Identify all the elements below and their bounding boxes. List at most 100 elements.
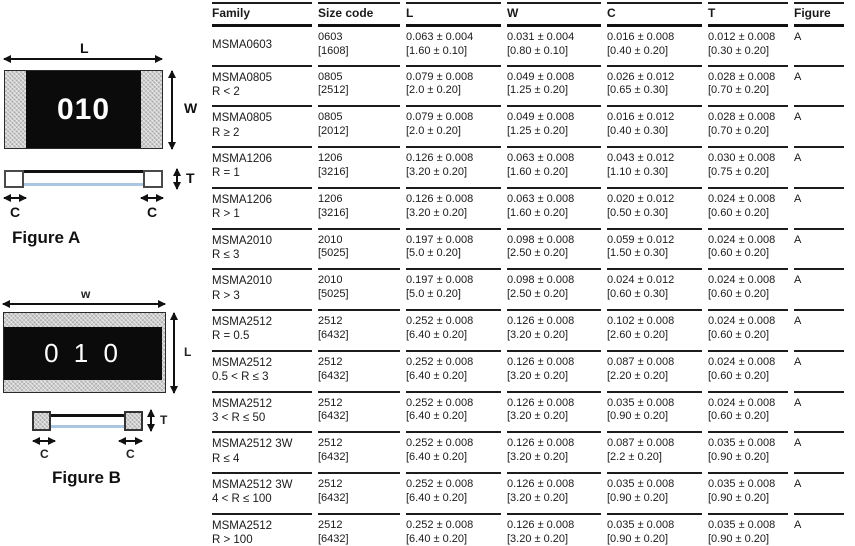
dim-c-cell: 0.087 ± 0.008 [2.20 ± 0.20] bbox=[607, 352, 702, 393]
dim-l-cell: 0.252 ± 0.008 [6.40 ± 0.20] bbox=[406, 352, 501, 393]
dim-c-cell: 0.024 ± 0.012 [0.60 ± 0.30] bbox=[607, 270, 702, 311]
dim-t-cell: 0.024 ± 0.008 [0.60 ± 0.20] bbox=[708, 393, 788, 434]
figure-a-length-arrow-icon bbox=[3, 55, 163, 63]
figure-b-right-contact-arrow-icon bbox=[118, 437, 143, 445]
figure-b-side-right-terminal bbox=[124, 411, 143, 431]
dim-w-cell: 0.126 ± 0.008 [3.20 ± 0.20] bbox=[507, 311, 601, 352]
size-code-cell: 2512 [6432] bbox=[318, 393, 400, 434]
size-code-cell: 2010 [5025] bbox=[318, 270, 400, 311]
dim-w-cell: 0.126 ± 0.008 [3.20 ± 0.20] bbox=[507, 433, 601, 474]
dim-w-cell: 0.126 ± 0.008 [3.20 ± 0.20] bbox=[507, 474, 601, 515]
figure-a-side-right-terminal bbox=[143, 170, 163, 188]
figure-b-length-arrow-icon bbox=[170, 312, 178, 394]
figure-b-side-top-line bbox=[48, 414, 127, 417]
figure-a-left-contact-arrow-icon bbox=[3, 194, 27, 202]
dim-l-cell: 0.197 ± 0.008 [5.0 ± 0.20] bbox=[406, 230, 501, 271]
header-size-code: Size code bbox=[318, 2, 400, 27]
dim-l-cell: 0.252 ± 0.008 [6.40 ± 0.20] bbox=[406, 515, 501, 546]
header-figure: Figure bbox=[794, 2, 844, 27]
dim-l-cell: 0.079 ± 0.008 [2.0 ± 0.20] bbox=[406, 67, 501, 108]
size-code-cell: 1206 [3216] bbox=[318, 148, 400, 189]
table-body: MSMA0603 0603 [1608] 0.063 ± 0.004 [1.60 ± 0… bbox=[212, 27, 844, 546]
table-row: MSMA0805 R ≥ 2 0805 [2012] 0.079 ± 0.008 [2.0… bbox=[212, 107, 844, 148]
dimensions-table: Family Size code L W C T Figure MSMA0603… bbox=[206, 2, 850, 546]
family-cell: MSMA2010 R ≤ 3 bbox=[212, 230, 312, 271]
dim-w-cell: 0.031 ± 0.004 [0.80 ± 0.10] bbox=[507, 27, 601, 67]
family-cell: MSMA1206 R = 1 bbox=[212, 148, 312, 189]
size-code-cell: 0805 [2512] bbox=[318, 67, 400, 108]
figure-b-resistor-marking: 0 1 0 bbox=[44, 338, 122, 368]
size-code-cell: 2512 [6432] bbox=[318, 433, 400, 474]
figure-b-width-arrow-icon bbox=[2, 300, 166, 308]
figure-a-chip-body: 010 bbox=[26, 71, 141, 148]
table-row: MSMA0805 R < 2 0805 [2512] 0.079 ± 0.008 [2.0… bbox=[212, 67, 844, 108]
figure-b-left-contact-arrow-icon bbox=[32, 437, 56, 445]
header-t: T bbox=[708, 2, 788, 27]
dim-c-cell: 0.016 ± 0.008 [0.40 ± 0.20] bbox=[607, 27, 702, 67]
dim-t-cell: 0.012 ± 0.008 [0.30 ± 0.20] bbox=[708, 27, 788, 67]
figure-b-side-view bbox=[32, 411, 143, 431]
dim-l-cell: 0.252 ± 0.008 [6.40 ± 0.20] bbox=[406, 474, 501, 515]
figure-a-side-substrate-line bbox=[20, 183, 147, 186]
figure-b-side-left-terminal bbox=[32, 411, 51, 431]
dim-w-cell: 0.098 ± 0.008 [2.50 ± 0.20] bbox=[507, 230, 601, 271]
table-row: MSMA2512 0.5 < R ≤ 3 2512 [6432] 0.252 ± 0.0… bbox=[212, 352, 844, 393]
dim-t-cell: 0.035 ± 0.008 [0.90 ± 0.20] bbox=[708, 515, 788, 546]
dim-c-cell: 0.016 ± 0.012 [0.40 ± 0.30] bbox=[607, 107, 702, 148]
dim-t-cell: 0.024 ± 0.008 [0.60 ± 0.20] bbox=[708, 352, 788, 393]
header-l: L bbox=[406, 2, 501, 27]
figure-a-length-label: L bbox=[80, 40, 89, 56]
dim-c-cell: 0.026 ± 0.012 [0.65 ± 0.30] bbox=[607, 67, 702, 108]
dim-c-cell: 0.043 ± 0.012 [1.10 ± 0.30] bbox=[607, 148, 702, 189]
family-cell: MSMA0805 R < 2 bbox=[212, 67, 312, 108]
size-code-cell: 0805 [2012] bbox=[318, 107, 400, 148]
family-cell: MSMA2512 3W R ≤ 4 bbox=[212, 433, 312, 474]
table-row: MSMA2010 R > 3 2010 [5025] 0.197 ± 0.008 [5.0… bbox=[212, 270, 844, 311]
family-cell: MSMA1206 R > 1 bbox=[212, 189, 312, 230]
figure-b-length-label: L bbox=[184, 345, 192, 359]
table-row: MSMA1206 R = 1 1206 [3216] 0.126 ± 0.008 [3.2… bbox=[212, 148, 844, 189]
table-row: MSMA1206 R > 1 1206 [3216] 0.126 ± 0.008 [3.2… bbox=[212, 189, 844, 230]
dim-l-cell: 0.252 ± 0.008 [6.40 ± 0.20] bbox=[406, 393, 501, 434]
dim-w-cell: 0.049 ± 0.008 [1.25 ± 0.20] bbox=[507, 67, 601, 108]
family-cell: MSMA2512 0.5 < R ≤ 3 bbox=[212, 352, 312, 393]
dim-t-cell: 0.024 ± 0.008 [0.60 ± 0.20] bbox=[708, 311, 788, 352]
dimensions-table-pane: Family Size code L W C T Figure MSMA0603… bbox=[205, 2, 855, 546]
table-row: MSMA2512 3 < R ≤ 50 2512 [6432] 0.252 ± 0.00… bbox=[212, 393, 844, 434]
dim-l-cell: 0.126 ± 0.008 [3.20 ± 0.20] bbox=[406, 189, 501, 230]
size-code-cell: 2512 [6432] bbox=[318, 474, 400, 515]
dim-c-cell: 0.102 ± 0.008 [2.60 ± 0.20] bbox=[607, 311, 702, 352]
header-c: C bbox=[607, 2, 702, 27]
figure-a-width-arrow-icon bbox=[168, 70, 176, 150]
size-code-cell: 2512 [6432] bbox=[318, 311, 400, 352]
dim-t-cell: 0.024 ± 0.008 [0.60 ± 0.20] bbox=[708, 270, 788, 311]
table-row: MSMA2512 3W R ≤ 4 2512 [6432] 0.252 ± 0.008[… bbox=[212, 433, 844, 474]
figure-a-chip-top-view: 010 bbox=[4, 70, 163, 149]
dim-t-cell: 0.028 ± 0.008 [0.70 ± 0.20] bbox=[708, 67, 788, 108]
figure-a-right-contact-arrow-icon bbox=[140, 194, 164, 202]
figure-cell: A bbox=[794, 107, 844, 148]
dim-l-cell: 0.197 ± 0.008 [5.0 ± 0.20] bbox=[406, 270, 501, 311]
dim-l-cell: 0.126 ± 0.008 [3.20 ± 0.20] bbox=[406, 148, 501, 189]
figure-cell: A bbox=[794, 515, 844, 546]
dim-t-cell: 0.024 ± 0.008 [0.60 ± 0.20] bbox=[708, 189, 788, 230]
figure-cell: A bbox=[794, 189, 844, 230]
size-code-cell: 2010 [5025] bbox=[318, 230, 400, 271]
figure-b-side-substrate-line bbox=[46, 425, 129, 428]
figure-b-caption: Figure B bbox=[52, 468, 121, 487]
dim-w-cell: 0.098 ± 0.008 [2.50 ± 0.20] bbox=[507, 270, 601, 311]
figure-b-right-contact-label: C bbox=[126, 447, 135, 461]
table-row: MSMA0603 0603 [1608] 0.063 ± 0.004 [1.60 ± 0… bbox=[212, 27, 844, 67]
table-row: MSMA2512 R = 0.5 2512 [6432] 0.252 ± 0.008 [6… bbox=[212, 311, 844, 352]
figure-a-side-top-line bbox=[22, 170, 145, 173]
figure-b-width-label: w bbox=[81, 287, 91, 301]
dim-l-cell: 0.079 ± 0.008 [2.0 ± 0.20] bbox=[406, 107, 501, 148]
figure-cell: A bbox=[794, 311, 844, 352]
figure-a-side-view bbox=[4, 170, 163, 188]
dim-w-cell: 0.126 ± 0.008 [3.20 ± 0.20] bbox=[507, 352, 601, 393]
figure-cell: A bbox=[794, 433, 844, 474]
figure-cell: A bbox=[794, 27, 844, 67]
figure-b-chip-top-view: 0 1 0 bbox=[3, 312, 166, 393]
figure-a-right-contact-label: C bbox=[147, 204, 158, 220]
dim-c-cell: 0.035 ± 0.008 [0.90 ± 0.20] bbox=[607, 393, 702, 434]
